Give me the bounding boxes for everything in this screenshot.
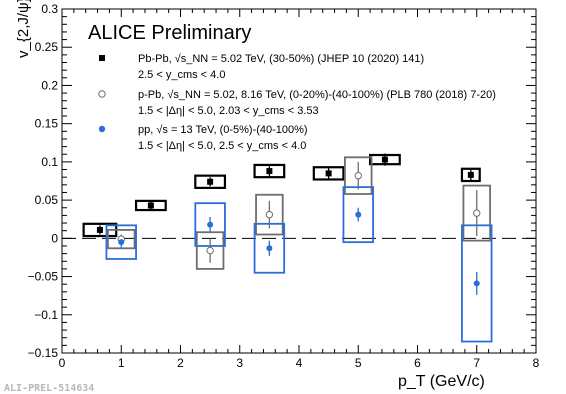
systematic-box-s1 [255, 193, 284, 236]
data-point-ppb [354, 171, 362, 180]
systematic-box-s1 [462, 184, 491, 242]
y-tick-label: −0.1 [34, 308, 58, 322]
y-axis-label: v_{2,J/ψ} [15, 0, 32, 58]
x-tick-label: 5 [355, 356, 362, 370]
legend-pbpb-line1: Pb-Pb, √s_NN = 5.02 TeV, (30-50%) (JHEP … [138, 53, 424, 65]
systematic-box-s0 [312, 166, 345, 181]
systematic-box-s1 [344, 156, 373, 195]
y-tick-label: 0.3 [41, 2, 58, 16]
legend-ppb-line2: 1.5 < |Δη| < 5.0, 2.03 < y_cms < 3.53 [138, 105, 319, 117]
data-point-ppb [206, 246, 214, 255]
figure-id: ALI-PREL-514634 [4, 383, 94, 394]
x-tick-label: 3 [236, 356, 243, 370]
error-bars [99, 153, 478, 295]
legend-pp-line1: pp, √s = 13 TeV, (0-5%)-(40-100%) [138, 124, 308, 136]
data-point-pbpb [467, 171, 474, 178]
y-tick-label: 0.15 [35, 117, 59, 131]
legend-marker-pp [98, 125, 106, 133]
x-tick-label: 0 [59, 356, 66, 370]
y-axis-ticks: −0.15 −0.1 −0.05 0 0.05 0.1 0.15 0.2 0.25 0.3 [28, 2, 536, 360]
data-point-ppb [473, 209, 481, 217]
x-tick-label: 4 [296, 356, 303, 370]
legend-marker-pbpb [99, 55, 105, 61]
legend: Pb-Pb, √s_NN = 5.02 TeV, (30-50%) (JHEP … [98, 53, 496, 152]
x-tick-label: 8 [533, 356, 540, 370]
data-point-pbpb [147, 202, 154, 209]
chart-title: ALICE Preliminary [88, 22, 251, 44]
y-tick-label: −0.15 [28, 346, 59, 360]
data-point-pbpb [96, 226, 103, 233]
legend-marker-ppb [98, 90, 106, 98]
y-tick-label: 0.2 [41, 78, 58, 92]
x-axis-label: p_T (GeV/c) [398, 373, 485, 390]
x-tick-label: 6 [414, 356, 421, 370]
systematic-boxes [82, 153, 493, 343]
systematic-box-s0 [194, 174, 227, 189]
legend-pbpb-line2: 2.5 < y_cms < 4.0 [138, 69, 225, 81]
y-tick-label: 0.05 [35, 193, 59, 207]
y-tick-label: 0.25 [35, 40, 59, 54]
legend-ppb-line1: p-Pb, √s_NN = 5.02, 8.16 TeV, (0-20%)-(4… [138, 89, 496, 101]
systematic-box-s0 [253, 163, 286, 179]
x-tick-label: 2 [177, 356, 184, 370]
y-tick-label: −0.05 [28, 270, 59, 284]
data-point-pbpb [207, 178, 214, 185]
y-tick-label: 0.1 [41, 155, 58, 169]
y-tick-label: 0 [51, 231, 58, 245]
data-point-pp [207, 221, 214, 228]
data-point-pp [266, 245, 273, 252]
systematic-box-s2 [105, 224, 137, 260]
data-markers [96, 156, 481, 287]
x-axis-ticks: 0 1 2 3 4 5 6 7 8 [59, 9, 540, 370]
x-tick-label: 7 [473, 356, 480, 370]
data-point-pbpb [381, 156, 388, 163]
systematic-box-s0 [134, 199, 167, 212]
legend-pp-line2: 1.5 < |Δη| < 5.0, 2.5 < y_cms < 4.0 [138, 140, 306, 152]
data-point-pp [473, 280, 480, 287]
data-point-pp [355, 211, 362, 218]
data-point-pp [118, 239, 125, 246]
data-point-ppb [265, 210, 274, 219]
x-tick-label: 1 [118, 356, 125, 370]
data-point-pbpb [325, 170, 332, 177]
data-point-pbpb [266, 168, 273, 175]
